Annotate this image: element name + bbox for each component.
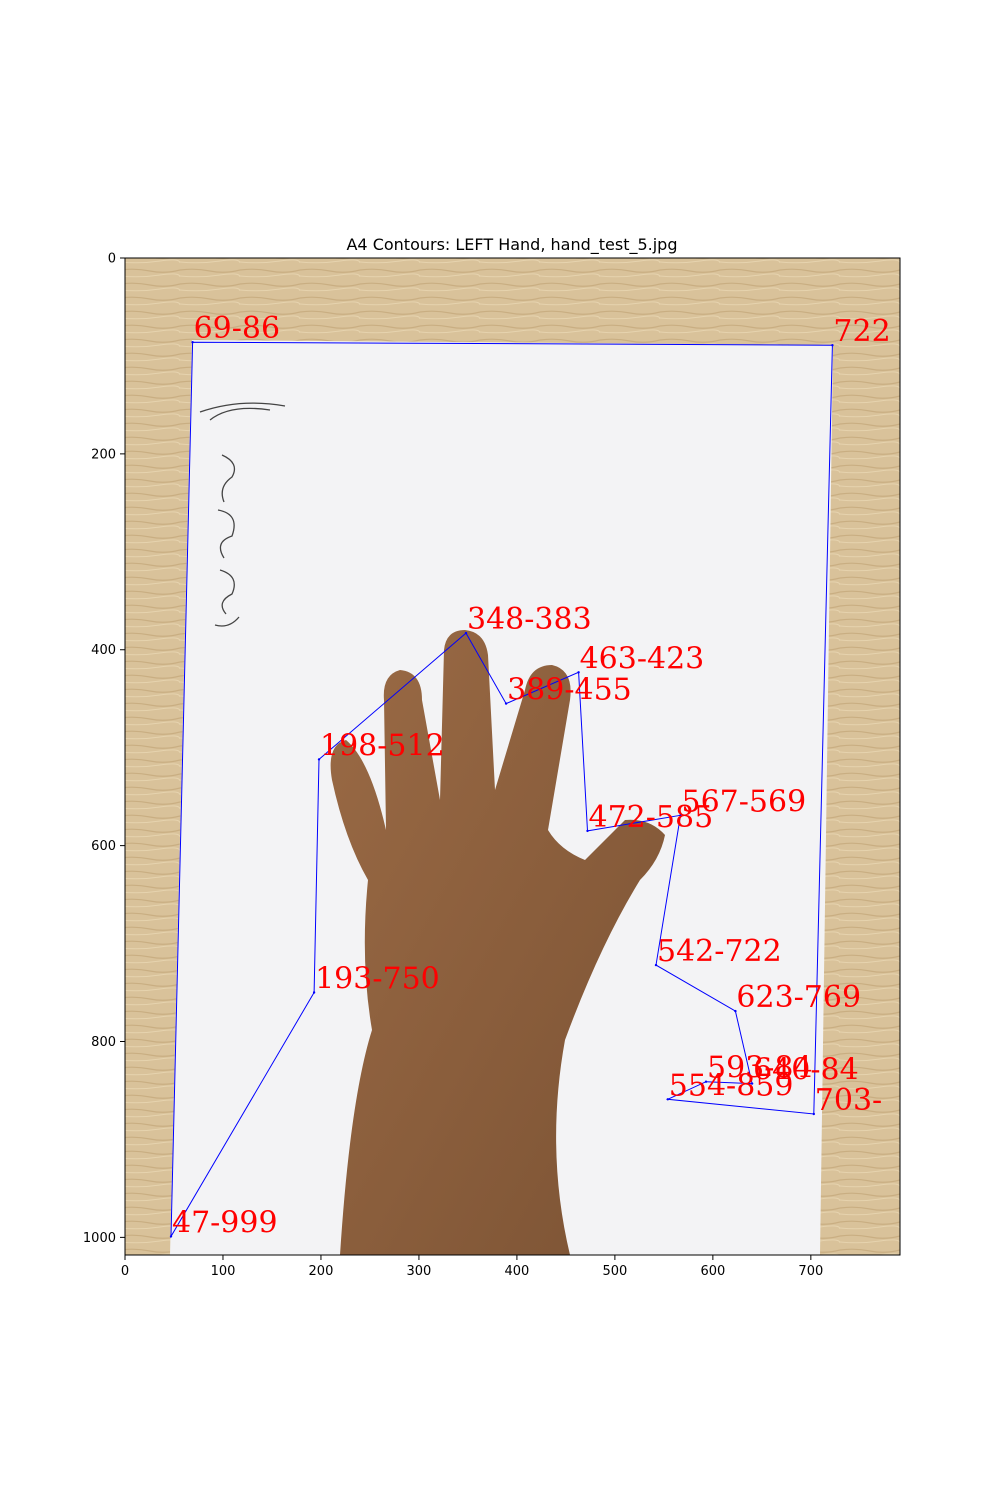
contour-vertex <box>666 1098 669 1101</box>
vertex-label: 567-569 <box>682 784 807 819</box>
x-tick-label: 300 <box>407 1264 432 1279</box>
x-tick-label: 100 <box>211 1264 236 1279</box>
vertex-label: 623-769 <box>736 980 861 1015</box>
vertex-label: 193-750 <box>315 962 440 997</box>
y-tick-label: 600 <box>91 839 116 854</box>
contour-vertex <box>704 1080 708 1083</box>
contour-vertex <box>812 1112 815 1116</box>
contour-vertex <box>831 344 834 347</box>
x-axis: 0 100 200 300 400 500 600 700 <box>121 1255 823 1279</box>
y-tick-label: 200 <box>91 447 116 462</box>
vertex-label: 198-512 <box>320 728 445 763</box>
contour-layer <box>169 341 834 1239</box>
contour-vertex <box>586 829 589 833</box>
y-axis: 0 200 400 600 800 1000 <box>83 252 125 1246</box>
vertex-label: 389-455 <box>507 673 632 708</box>
vertex-label: 703- <box>815 1083 882 1118</box>
x-tick-label: 200 <box>309 1264 334 1279</box>
contour-vertex <box>654 963 658 967</box>
vertex-label: 463-423 <box>580 641 705 676</box>
x-tick-label: 700 <box>798 1264 823 1279</box>
plot-frame <box>124 257 901 1256</box>
contour-vertex <box>312 991 316 994</box>
vertex-label: 542-722 <box>657 934 782 969</box>
contour-vertex <box>169 1235 173 1238</box>
contour-vertex <box>464 631 468 635</box>
contour-vertex <box>750 1082 754 1085</box>
vertex-label: 69-86 <box>194 311 280 346</box>
contour-vertex <box>191 341 194 344</box>
vertex-label: 593-84 <box>707 1051 813 1086</box>
y-tick-label: 800 <box>91 1035 116 1050</box>
hand-silhouette <box>330 630 665 1255</box>
chart-title: A4 Contours: LEFT Hand, hand_test_5.jpg <box>346 235 677 255</box>
contour-vertex <box>577 671 580 674</box>
x-tick-label: 500 <box>602 1264 627 1279</box>
x-tick-label: 400 <box>504 1264 529 1279</box>
vertex-label: 554-859 <box>669 1068 794 1103</box>
vertex-label: 472-585 <box>589 800 714 835</box>
y-tick-label: 0 <box>108 252 116 267</box>
y-tick-label: 1000 <box>83 1231 116 1246</box>
x-tick-label: 600 <box>700 1264 725 1279</box>
vertex-label: 640-84 <box>753 1053 859 1088</box>
contour-vertex <box>504 702 508 705</box>
vertex-label: 47-999 <box>172 1205 278 1240</box>
contour-vertex <box>679 814 682 817</box>
x-tick-label: 0 <box>121 1264 129 1279</box>
vertex-label: 722 <box>833 314 890 349</box>
handwriting-scribble <box>214 454 240 627</box>
background-photo <box>125 258 900 1255</box>
contour-vertex <box>734 1009 737 1013</box>
y-tick-label: 400 <box>91 643 116 658</box>
handwriting-scribble <box>199 402 286 421</box>
vertex-label: 348-383 <box>467 602 592 637</box>
contour-vertex <box>317 758 321 761</box>
